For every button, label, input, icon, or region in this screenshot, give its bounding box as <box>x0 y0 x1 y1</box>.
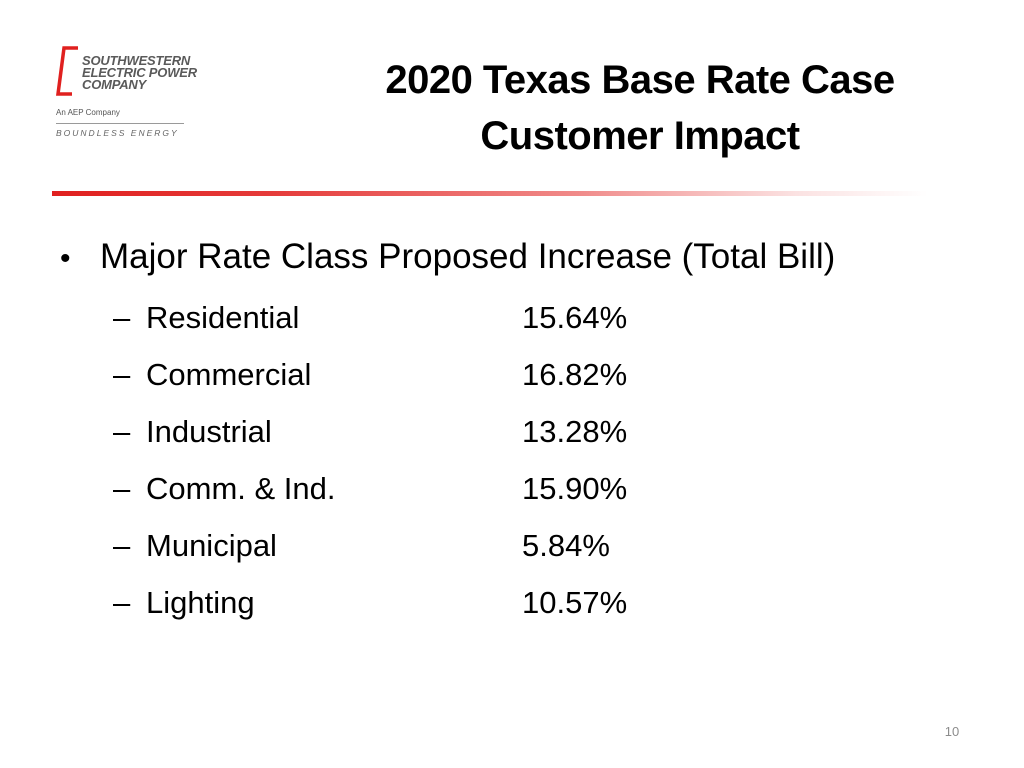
rate-class-value: 15.90% <box>522 471 628 506</box>
slide-title: 2020 Texas Base Rate Case Customer Impac… <box>310 52 970 164</box>
dash-icon: – <box>113 585 131 620</box>
rate-class-label: Residential <box>146 300 300 335</box>
logo-rule <box>56 123 184 124</box>
list-item: – Comm. & Ind. 15.90% <box>113 467 673 524</box>
dash-icon: – <box>113 528 131 563</box>
rate-class-value: 10.57% <box>522 585 628 620</box>
logo-tagline: BOUNDLESS ENERGY <box>56 128 179 138</box>
bullet-icon: • <box>60 242 71 275</box>
rate-class-label: Industrial <box>146 414 272 449</box>
list-item: – Lighting 10.57% <box>113 581 673 638</box>
logo-company-line-2: ELECTRIC POWER <box>82 65 197 80</box>
dash-icon: – <box>113 414 131 449</box>
rate-class-value: 13.28% <box>522 414 628 449</box>
dash-icon: – <box>113 300 131 335</box>
main-bullet: • Major Rate Class Proposed Increase (Tot… <box>60 234 835 282</box>
rate-class-value: 5.84% <box>522 528 610 563</box>
rate-class-label: Commercial <box>146 357 312 392</box>
list-item: – Commercial 16.82% <box>113 353 673 410</box>
rate-class-label: Lighting <box>146 585 255 620</box>
rate-class-value: 15.64% <box>522 300 628 335</box>
dash-icon: – <box>113 357 131 392</box>
rate-class-label: Municipal <box>146 528 277 563</box>
logo-company-line-3: COMPANY <box>82 77 147 92</box>
list-item: – Municipal 5.84% <box>113 524 673 581</box>
dash-icon: – <box>113 471 131 506</box>
rate-class-list: – Residential 15.64% – Commercial 16.82%… <box>113 296 673 638</box>
list-item: – Residential 15.64% <box>113 296 673 353</box>
company-logo: SOUTHWESTERN ELECTRIC POWER COMPANY An A… <box>54 44 224 144</box>
slide-title-line-1: 2020 Texas Base Rate Case <box>385 58 895 102</box>
logo-bracket-icon <box>56 46 78 96</box>
rate-class-value: 16.82% <box>522 357 628 392</box>
title-divider <box>52 191 928 196</box>
page-number: 10 <box>944 724 960 739</box>
logo-affiliation: An AEP Company <box>56 108 120 117</box>
logo-company-line-1: SOUTHWESTERN <box>82 53 191 68</box>
slide-title-line-2: Customer Impact <box>480 114 800 158</box>
rate-class-label: Comm. & Ind. <box>146 471 336 506</box>
main-bullet-text: Major Rate Class Proposed Increase (Tota… <box>100 237 836 276</box>
list-item: – Industrial 13.28% <box>113 410 673 467</box>
